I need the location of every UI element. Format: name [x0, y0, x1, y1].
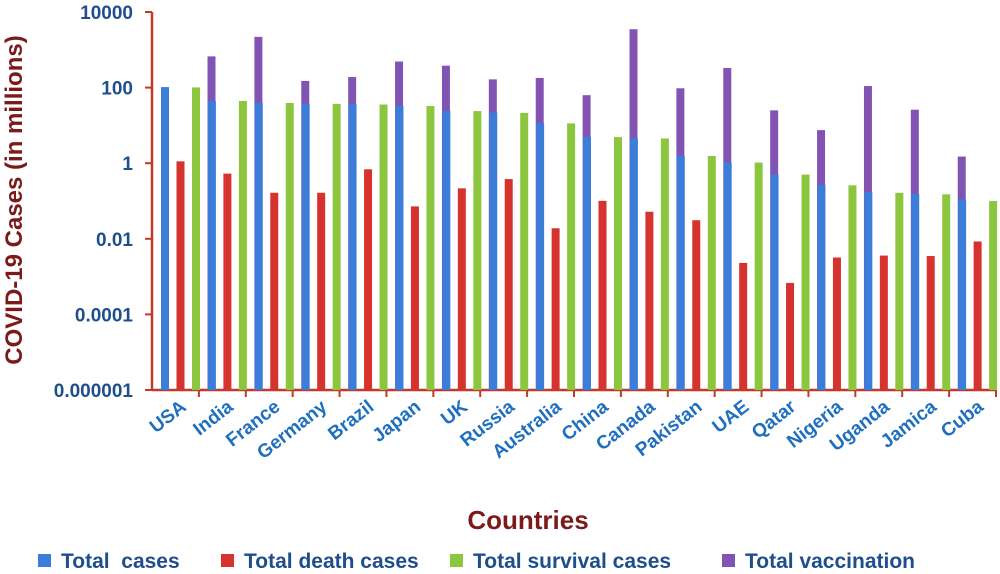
bar	[707, 156, 716, 390]
y-tick-label: 0.000001	[54, 381, 134, 402]
bar	[989, 201, 998, 390]
bar	[504, 179, 513, 390]
bar	[895, 192, 904, 390]
bar	[223, 173, 232, 390]
x-category-label: Japan	[369, 396, 425, 446]
bar	[520, 112, 529, 390]
bar	[567, 123, 576, 390]
bar	[629, 138, 638, 390]
bar	[614, 137, 622, 390]
bar	[754, 162, 763, 390]
bar	[911, 193, 920, 390]
bar	[786, 282, 795, 390]
legend-label: Total survival cases	[473, 550, 671, 573]
bar	[332, 103, 341, 391]
legend-label: Total death cases	[244, 550, 419, 573]
bar	[426, 106, 435, 390]
bar	[801, 174, 810, 390]
bar	[489, 112, 498, 390]
bar	[676, 155, 685, 390]
bar	[942, 194, 951, 390]
bar	[598, 200, 607, 390]
bar	[317, 192, 326, 390]
y-tick-labels: 10000 100 1 0.01 0.0001 0.000001	[54, 3, 134, 402]
bar	[473, 111, 482, 390]
bar	[442, 110, 451, 390]
x-category-label: USA	[146, 396, 191, 437]
bar	[207, 100, 216, 391]
bar	[457, 188, 466, 390]
x-category-label: UK	[437, 396, 472, 430]
bar	[395, 105, 404, 390]
y-tick-label: 0.0001	[75, 305, 134, 326]
bar	[660, 138, 669, 390]
x-axis-title: Countries	[467, 505, 588, 535]
bar	[176, 161, 185, 390]
bar	[770, 174, 779, 390]
bar	[301, 103, 310, 391]
bar	[864, 192, 873, 390]
bar	[645, 211, 654, 390]
legend-swatch	[722, 554, 735, 567]
bar	[583, 136, 591, 390]
bar	[692, 220, 701, 390]
legend-swatch	[450, 554, 463, 567]
y-tick-label: 1	[122, 154, 133, 175]
bar	[238, 101, 247, 390]
bar	[285, 103, 294, 390]
bar	[254, 102, 263, 390]
y-tick-label: 0.01	[96, 230, 133, 251]
x-category-label: UAE	[709, 396, 754, 437]
bar	[926, 256, 935, 390]
bar	[379, 104, 388, 390]
bar	[364, 169, 373, 390]
bar	[817, 184, 826, 390]
bar	[739, 262, 748, 390]
bar	[410, 206, 419, 390]
bar	[536, 123, 545, 390]
legend-label: Total vaccination	[745, 550, 915, 573]
x-category-label: Cuba	[937, 396, 988, 442]
bar	[958, 199, 967, 390]
bar	[270, 192, 279, 390]
bar	[848, 185, 857, 390]
y-tick-label: 100	[101, 79, 133, 100]
bar	[348, 104, 357, 391]
bars	[161, 29, 998, 391]
legend-swatch	[38, 554, 51, 567]
bar	[551, 228, 560, 390]
legend: Total cases Total death cases Total surviv…	[38, 550, 915, 573]
bar	[879, 255, 888, 390]
bar	[973, 241, 982, 390]
x-category-label: Brazil	[324, 396, 378, 444]
bar	[832, 257, 841, 390]
y-axis-title: COVID-19 Cases (in millions)	[1, 35, 28, 364]
y-tick-label: 10000	[80, 3, 133, 24]
bar	[723, 162, 732, 390]
bar	[161, 87, 169, 391]
legend-label: Total cases	[61, 550, 180, 573]
bar	[192, 87, 200, 391]
legend-swatch	[221, 554, 234, 567]
